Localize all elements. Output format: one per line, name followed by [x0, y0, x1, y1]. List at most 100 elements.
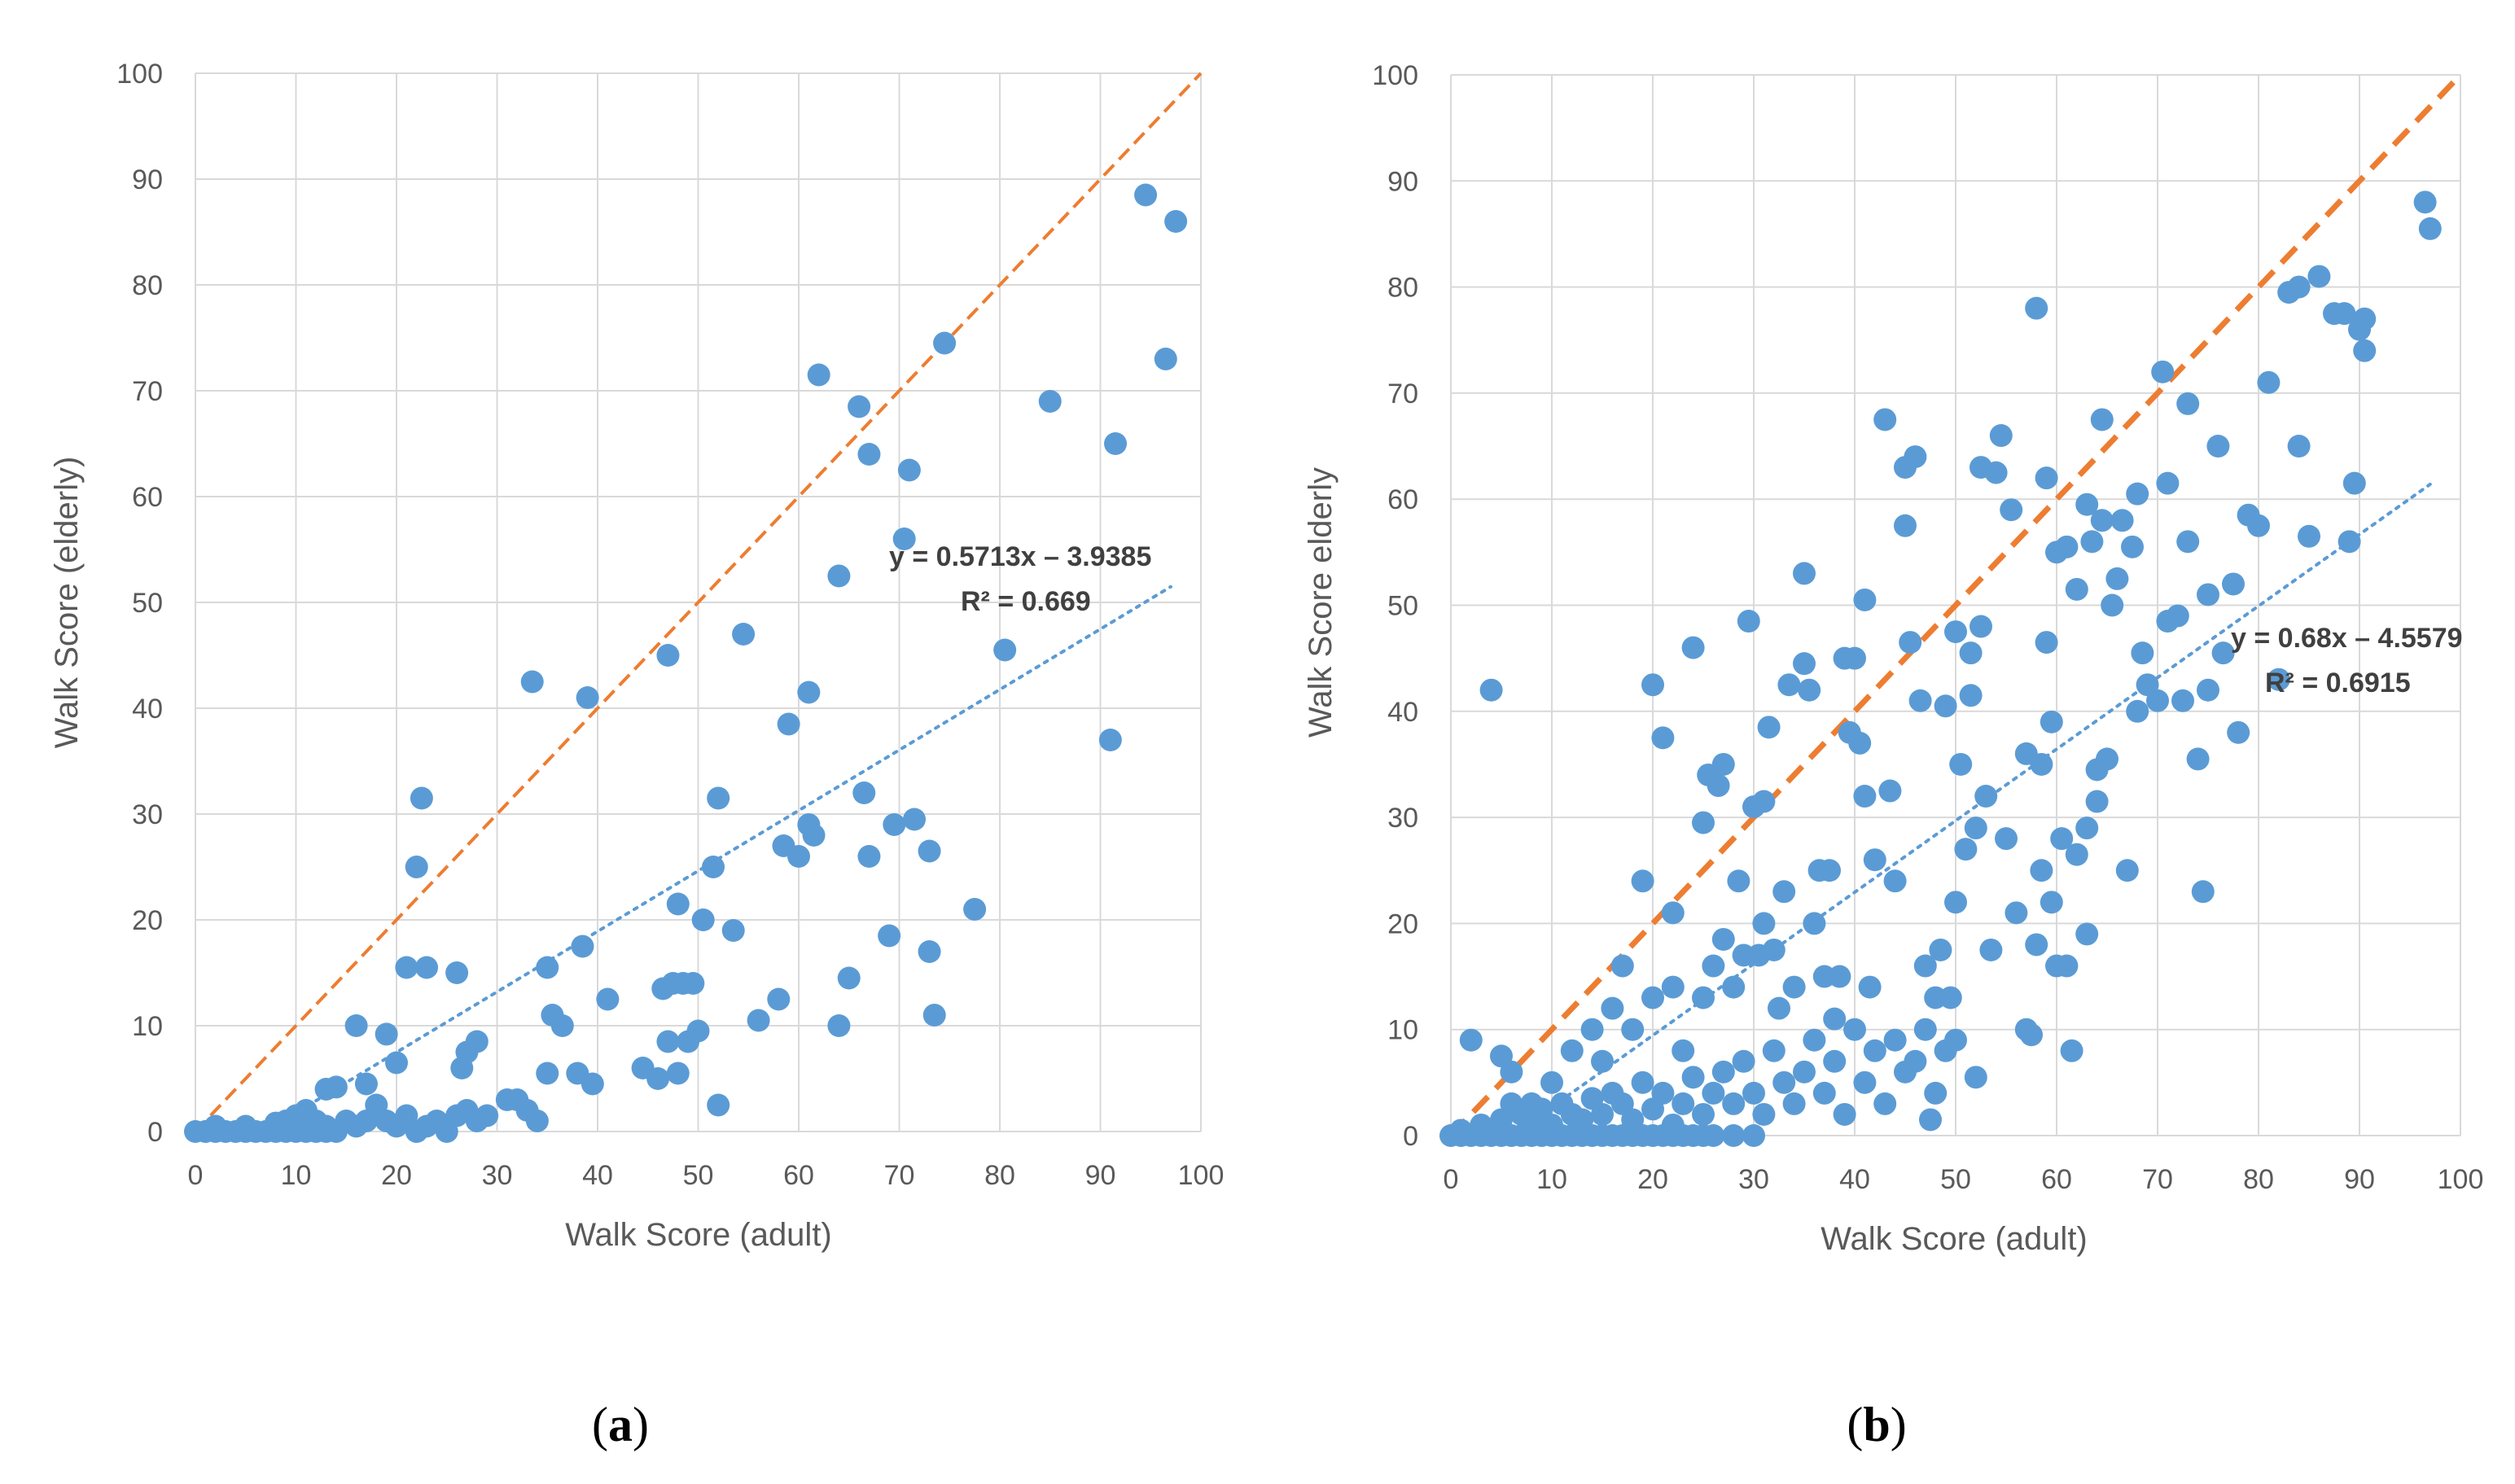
data-point	[2342, 471, 2366, 495]
data-point	[1661, 901, 1685, 925]
data-point	[2176, 392, 2200, 415]
data-point	[802, 824, 826, 847]
data-point	[656, 644, 680, 667]
data-point	[1540, 1070, 1563, 1094]
data-point	[1777, 673, 1801, 697]
data-point	[1818, 859, 1841, 882]
data-point	[993, 638, 1017, 662]
data-point	[2191, 880, 2215, 904]
data-point	[1520, 1092, 1544, 1115]
data-point	[903, 808, 927, 831]
data-point	[2050, 827, 2074, 851]
y-tick-label: 0	[1403, 1121, 1418, 1152]
data-point	[1164, 210, 1188, 233]
data-point	[576, 686, 599, 709]
x-axis-title-a: Walk Score (adult)	[565, 1217, 832, 1253]
data-point	[2151, 360, 2175, 383]
data-point	[2040, 891, 2063, 914]
data-point	[2176, 530, 2200, 554]
y-tick-labels-a: 0 10 20 30 40 50 60 70 80 90 100	[116, 59, 163, 1148]
data-point	[506, 1088, 529, 1111]
data-point	[536, 956, 559, 979]
data-point	[2110, 509, 2134, 532]
data-point	[1722, 1092, 1746, 1115]
data-point	[2171, 689, 2194, 712]
x-tick-label: 30	[482, 1160, 513, 1191]
data-point	[1934, 694, 1957, 718]
data-point	[234, 1114, 257, 1138]
chart-panel-a: 0 10 20 30 40 50 60 70 80 90 100 0 10 20 30 40 50 60 70 80…	[49, 59, 1224, 1451]
data-point	[656, 1030, 680, 1053]
data-point	[2105, 567, 2129, 590]
x-tick-labels-a: 0 10 20 30 40 50 60 70 80 90 100	[188, 1160, 1225, 1191]
data-point	[1672, 1092, 1695, 1115]
data-point	[1762, 1039, 1785, 1062]
data-point	[1959, 641, 1983, 665]
data-point	[892, 527, 916, 550]
y-tick-label: 80	[1387, 273, 1418, 304]
data-point	[1853, 588, 1877, 611]
data-point	[1793, 1060, 1816, 1083]
data-point	[2115, 859, 2139, 882]
data-point	[1631, 869, 1654, 893]
data-point	[2197, 583, 2219, 606]
data-point	[2075, 816, 2099, 840]
data-point	[2020, 1023, 2043, 1047]
data-point	[1803, 1028, 1826, 1052]
data-point	[1681, 636, 1705, 659]
data-point	[1722, 975, 1746, 999]
data-point	[848, 395, 871, 418]
data-point	[1540, 1113, 1563, 1136]
data-point	[2298, 524, 2320, 548]
x-tick-label: 40	[582, 1160, 613, 1191]
data-point	[1742, 1124, 1765, 1147]
data-point	[1924, 1081, 1948, 1105]
data-point	[1449, 1118, 1473, 1142]
x-tick-label: 80	[2243, 1164, 2274, 1195]
x-tick-label: 10	[281, 1160, 312, 1191]
data-point	[1702, 1081, 1725, 1105]
x-axis-title-b: Walk Score (adult)	[1821, 1221, 2088, 1257]
data-point	[2186, 747, 2210, 771]
data-point	[2025, 933, 2048, 957]
data-point	[2156, 471, 2180, 495]
y-tick-label: 20	[132, 905, 163, 936]
x-tick-label: 90	[1085, 1160, 1116, 1191]
data-point	[1601, 996, 1624, 1020]
data-point	[1651, 1081, 1675, 1105]
data-point	[1913, 1018, 1937, 1041]
data-point	[2096, 747, 2118, 771]
data-point	[2211, 641, 2235, 665]
y-tick-label: 20	[1387, 908, 1418, 939]
data-point	[1899, 631, 1922, 654]
data-point	[922, 1004, 946, 1027]
data-point	[883, 813, 906, 836]
data-point	[2197, 678, 2219, 702]
data-point	[707, 1093, 730, 1117]
data-point	[1661, 1113, 1685, 1136]
data-point	[2030, 752, 2053, 776]
data-point	[1919, 1108, 1942, 1132]
data-point	[465, 1030, 489, 1053]
data-point	[1711, 752, 1735, 776]
data-point	[2131, 641, 2154, 665]
data-point	[1964, 1066, 1987, 1089]
x-tick-label: 100	[1178, 1160, 1225, 1191]
data-point	[2065, 843, 2088, 866]
data-point	[1752, 1102, 1776, 1126]
y-tick-label: 80	[132, 270, 163, 301]
data-point	[878, 924, 901, 948]
data-point	[2060, 1039, 2083, 1062]
data-point	[1843, 1018, 1866, 1041]
data-point	[1104, 432, 1128, 455]
data-point	[1571, 1108, 1594, 1132]
data-point	[2090, 408, 2114, 431]
panel-label-b: (b)	[1847, 1398, 1906, 1451]
y-tick-label: 50	[1387, 591, 1418, 622]
y-axis-title-b: Walk Score elderly	[1303, 467, 1339, 738]
data-point	[520, 670, 544, 694]
x-tick-label: 100	[2438, 1164, 2484, 1195]
data-point	[1641, 986, 1664, 1009]
x-tick-label: 30	[1738, 1164, 1769, 1195]
